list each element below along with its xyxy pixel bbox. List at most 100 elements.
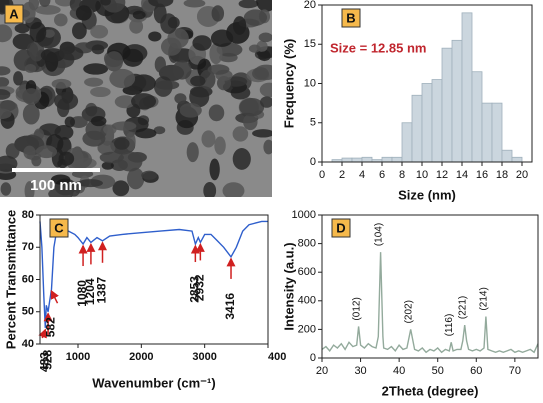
y-tick-label: 0	[310, 352, 316, 364]
particle	[51, 78, 72, 89]
y-tick-label: 0	[310, 156, 316, 168]
x-axis-label: Size (nm)	[398, 187, 456, 202]
particle	[90, 25, 109, 39]
panel-label-box	[341, 8, 361, 28]
particle	[58, 46, 84, 61]
particle	[114, 137, 130, 150]
particle	[0, 66, 11, 76]
scale-bar-label: 100 nm	[30, 177, 82, 194]
x-tick-label: 40	[393, 365, 405, 377]
x-tick-label: 20	[516, 169, 528, 181]
annotation-label: (221)	[457, 296, 468, 319]
particle	[99, 151, 124, 164]
particle	[207, 64, 230, 75]
y-tick-label: 10	[304, 77, 316, 89]
bar	[511, 156, 523, 163]
particle	[129, 18, 144, 34]
annotation-arrow	[38, 328, 47, 339]
y-axis-label: Intensity (a.u.)	[281, 242, 296, 330]
particle	[208, 104, 225, 122]
x-tick-label: 400	[268, 351, 286, 363]
x-tick-label: 50	[432, 365, 444, 377]
annotation-label: (214)	[479, 287, 490, 310]
y-tick-label: 600	[298, 266, 316, 278]
particle	[90, 116, 107, 127]
panel-label: A	[9, 6, 19, 21]
particle	[69, 116, 88, 128]
y-tick-label: 1000	[292, 209, 316, 221]
panel-label-box	[331, 218, 351, 238]
particle	[201, 130, 216, 148]
particle	[51, 174, 71, 185]
particle	[258, 51, 271, 62]
annotation-label: 2932	[193, 274, 207, 301]
particle	[252, 67, 269, 80]
x-tick-label: 2000	[129, 351, 153, 363]
particle	[186, 142, 199, 163]
particle	[40, 48, 65, 63]
x-tick-label: 4	[359, 169, 365, 181]
particle	[22, 88, 41, 105]
annotation-arrow	[50, 289, 59, 304]
particle	[54, 91, 79, 110]
x-tick-label: 6	[379, 169, 385, 181]
particle	[252, 129, 272, 138]
particle	[153, 3, 167, 24]
particle	[35, 5, 61, 15]
x-tick-label: 1000	[66, 351, 90, 363]
particle	[23, 145, 36, 160]
x-tick-label: 0	[319, 169, 325, 181]
x-axis-label: 2Theta (degree)	[382, 383, 479, 398]
particle	[64, 116, 76, 128]
particle	[232, 16, 247, 35]
x-tick-label: 14	[456, 169, 468, 181]
plot-frame	[321, 214, 539, 359]
y-tick-label: 20	[304, 0, 316, 11]
particle	[29, 21, 47, 43]
particle	[29, 40, 45, 62]
bar	[341, 157, 353, 163]
bar	[491, 102, 503, 163]
bar	[481, 102, 493, 163]
bar	[411, 94, 423, 163]
y-tick-label: 200	[298, 323, 316, 335]
particle	[258, 32, 272, 43]
particle	[174, 93, 187, 104]
particle	[243, 113, 258, 131]
line	[39, 220, 268, 328]
bar	[361, 156, 373, 163]
particle	[222, 182, 245, 197]
annotation-label: 582	[44, 317, 58, 337]
particle	[54, 13, 68, 27]
particle	[90, 86, 111, 98]
panel-label: D	[336, 220, 345, 235]
annotation-label: 1204	[83, 278, 97, 305]
annotation-label: (116)	[444, 314, 455, 337]
particle	[0, 77, 10, 88]
x-tick-label: 3000	[192, 351, 216, 363]
y-tick-label: 50	[22, 306, 34, 318]
line	[321, 252, 539, 354]
particle	[101, 161, 114, 170]
particle	[0, 108, 12, 120]
bar	[391, 156, 403, 163]
particle	[214, 136, 226, 155]
particle	[14, 23, 30, 34]
x-tick-label: 2	[339, 169, 345, 181]
annotation-label: 528	[40, 349, 54, 369]
particle	[21, 1, 36, 24]
particle	[97, 140, 116, 155]
x-tick-label: 16	[476, 169, 488, 181]
particle	[5, 143, 20, 159]
particle	[127, 167, 145, 190]
particle	[167, 16, 180, 29]
particle	[131, 93, 157, 110]
annotation-label: (202)	[403, 300, 414, 323]
particle	[0, 155, 18, 172]
particle	[243, 9, 268, 26]
particle	[100, 0, 111, 6]
y-tick-label: 70	[22, 241, 34, 253]
x-tick-label: 10	[416, 169, 428, 181]
particle	[132, 10, 146, 20]
